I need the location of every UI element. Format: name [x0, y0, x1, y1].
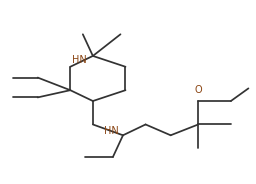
- Text: HN: HN: [72, 55, 87, 66]
- Text: O: O: [195, 85, 202, 95]
- Text: HN: HN: [104, 126, 119, 136]
